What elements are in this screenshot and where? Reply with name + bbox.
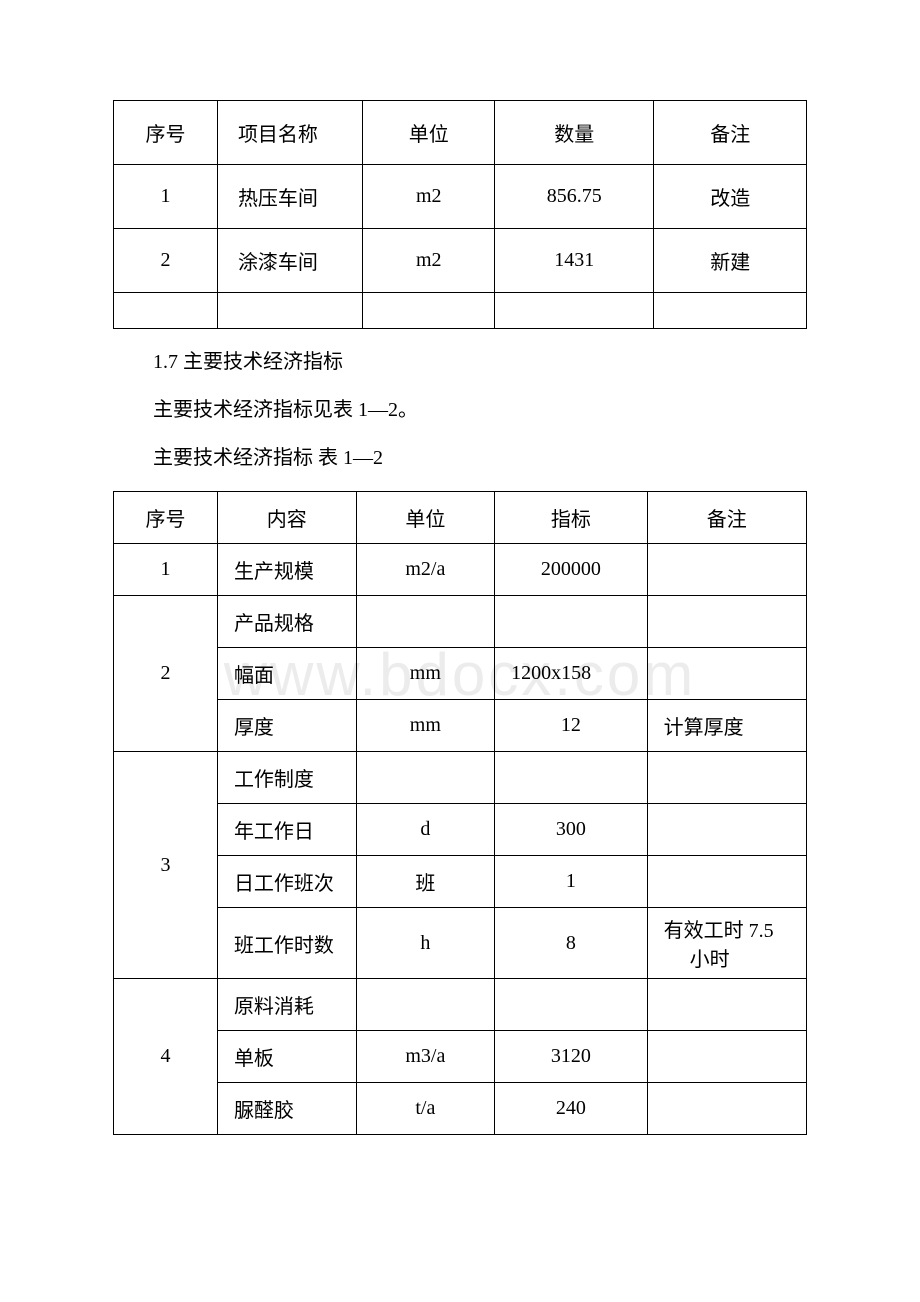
table-1: 序号 项目名称 单位 数量 备注 1 热压车间 m2 856.75 改造 2 涂…: [113, 100, 807, 329]
table-row: 3 工作制度: [114, 752, 807, 804]
table-row: 年工作日 d 300: [114, 804, 807, 856]
t2-cell-note: [647, 648, 806, 700]
table-row: 单板 m3/a 3120: [114, 1031, 807, 1083]
table-row: 班工作时数 h 8 有效工时 7.5 小时: [114, 908, 807, 979]
table-row: 日工作班次 班 1: [114, 856, 807, 908]
t2-cell-note: [647, 596, 806, 648]
table-row: 脲醛胶 t/a 240: [114, 1083, 807, 1135]
t2-cell-note: [647, 856, 806, 908]
t2-cell-content: 幅面: [217, 648, 356, 700]
t2-header-idx: 指标: [495, 492, 647, 544]
section-heading: 1.7 主要技术经济指标: [113, 347, 807, 377]
t2-cell-unit: m2/a: [356, 544, 495, 596]
table-row: 1 生产规模 m2/a 200000: [114, 544, 807, 596]
t2-cell-unit: t/a: [356, 1083, 495, 1135]
t1-header-unit: 单位: [363, 101, 495, 165]
t2-cell-unit: [356, 596, 495, 648]
t1-cell-unit: m2: [363, 165, 495, 229]
t1-cell-empty: [114, 293, 218, 329]
table-row: 2 产品规格: [114, 596, 807, 648]
t2-cell-content: 班工作时数: [217, 908, 356, 979]
table-2: 序号 内容 单位 指标 备注 1 生产规模 m2/a 200000 2 产品规格…: [113, 491, 807, 1135]
table-row: 1 热压车间 m2 856.75 改造: [114, 165, 807, 229]
t1-cell-unit: m2: [363, 229, 495, 293]
t2-header-seq: 序号: [114, 492, 218, 544]
t2-cell-note: [647, 1083, 806, 1135]
t1-cell-empty: [654, 293, 807, 329]
t1-cell-empty: [495, 293, 654, 329]
t2-cell-idx: 240: [495, 1083, 647, 1135]
t1-header-qty: 数量: [495, 101, 654, 165]
t2-cell-content: 厚度: [217, 700, 356, 752]
t2-cell-idx: 8: [495, 908, 647, 979]
t2-cell-content: 原料消耗: [217, 979, 356, 1031]
t2-cell-content: 工作制度: [217, 752, 356, 804]
t2-cell-note: [647, 1031, 806, 1083]
t1-cell-empty: [363, 293, 495, 329]
t2-cell-idx: [495, 979, 647, 1031]
t2-cell-note: 计算厚度: [647, 700, 806, 752]
t1-cell-name: 涂漆车间: [217, 229, 363, 293]
t2-cell-note: [647, 979, 806, 1031]
table-row: 序号 内容 单位 指标 备注: [114, 492, 807, 544]
t2-cell-content: 单板: [217, 1031, 356, 1083]
t2-cell-idx: 12: [495, 700, 647, 752]
table-row: 厚度 mm 12 计算厚度: [114, 700, 807, 752]
section-line2: 主要技术经济指标 表 1—2: [113, 443, 807, 473]
t2-cell-seq: 2: [114, 596, 218, 752]
table-row: [114, 293, 807, 329]
t1-header-note: 备注: [654, 101, 807, 165]
t2-cell-unit: [356, 979, 495, 1031]
t1-cell-note: 新建: [654, 229, 807, 293]
t1-cell-seq: 2: [114, 229, 218, 293]
t2-header-content: 内容: [217, 492, 356, 544]
table-row: 幅面 mm 1200x158: [114, 648, 807, 700]
t2-cell-unit: d: [356, 804, 495, 856]
page-content: 序号 项目名称 单位 数量 备注 1 热压车间 m2 856.75 改造 2 涂…: [113, 100, 807, 1135]
t2-cell-note: 有效工时 7.5 小时: [647, 908, 806, 979]
t1-cell-note: 改造: [654, 165, 807, 229]
t1-header-name: 项目名称: [217, 101, 363, 165]
t2-cell-content: 生产规模: [217, 544, 356, 596]
t1-cell-qty: 1431: [495, 229, 654, 293]
table-row: 4 原料消耗: [114, 979, 807, 1031]
t2-cell-seq: 4: [114, 979, 218, 1135]
t2-cell-content: 产品规格: [217, 596, 356, 648]
t1-header-seq: 序号: [114, 101, 218, 165]
t2-cell-idx: 1: [495, 856, 647, 908]
t2-cell-seq: 1: [114, 544, 218, 596]
t2-cell-content: 脲醛胶: [217, 1083, 356, 1135]
t2-cell-seq: 3: [114, 752, 218, 979]
t2-cell-unit: mm: [356, 700, 495, 752]
t2-cell-idx: 200000: [495, 544, 647, 596]
section-line1: 主要技术经济指标见表 1—2。: [113, 395, 807, 425]
t2-cell-note: [647, 804, 806, 856]
t2-cell-idx: [495, 752, 647, 804]
t2-header-note: 备注: [647, 492, 806, 544]
t1-cell-qty: 856.75: [495, 165, 654, 229]
t2-cell-unit: [356, 752, 495, 804]
t2-cell-unit: m3/a: [356, 1031, 495, 1083]
t2-cell-content: 年工作日: [217, 804, 356, 856]
t1-cell-seq: 1: [114, 165, 218, 229]
t2-cell-unit: mm: [356, 648, 495, 700]
t2-cell-content: 日工作班次: [217, 856, 356, 908]
t2-cell-unit: 班: [356, 856, 495, 908]
t2-cell-idx: 300: [495, 804, 647, 856]
t2-cell-idx: 1200x158: [495, 648, 647, 700]
t2-header-unit: 单位: [356, 492, 495, 544]
t2-cell-note: [647, 752, 806, 804]
t1-cell-name: 热压车间: [217, 165, 363, 229]
t2-cell-idx: 3120: [495, 1031, 647, 1083]
t2-cell-idx: [495, 596, 647, 648]
t2-cell-note: [647, 544, 806, 596]
table-row: 2 涂漆车间 m2 1431 新建: [114, 229, 807, 293]
t2-cell-unit: h: [356, 908, 495, 979]
t1-cell-empty: [217, 293, 363, 329]
table-row: 序号 项目名称 单位 数量 备注: [114, 101, 807, 165]
